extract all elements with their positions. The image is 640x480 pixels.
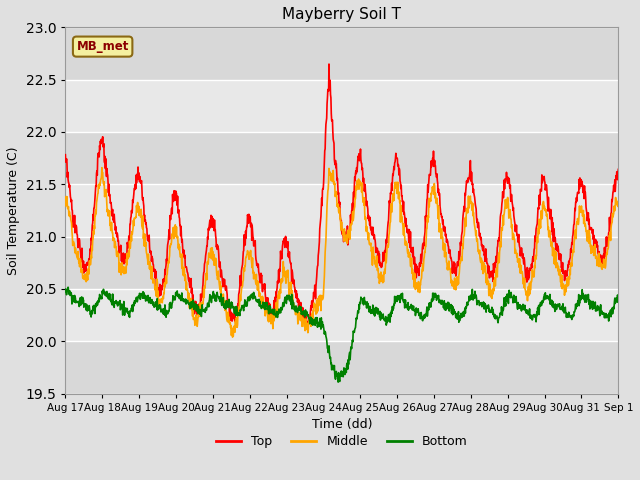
Bar xyxy=(65,184,618,237)
X-axis label: Time (dd): Time (dd) xyxy=(312,418,372,431)
Bar xyxy=(65,80,618,132)
Bar xyxy=(65,27,618,80)
Bar xyxy=(65,341,618,394)
Bar xyxy=(65,289,618,341)
Y-axis label: Soil Temperature (C): Soil Temperature (C) xyxy=(7,146,20,275)
Title: Mayberry Soil T: Mayberry Soil T xyxy=(282,7,401,22)
Bar xyxy=(65,237,618,289)
Text: MB_met: MB_met xyxy=(76,40,129,53)
Bar xyxy=(65,132,618,184)
Legend: Top, Middle, Bottom: Top, Middle, Bottom xyxy=(211,430,472,453)
